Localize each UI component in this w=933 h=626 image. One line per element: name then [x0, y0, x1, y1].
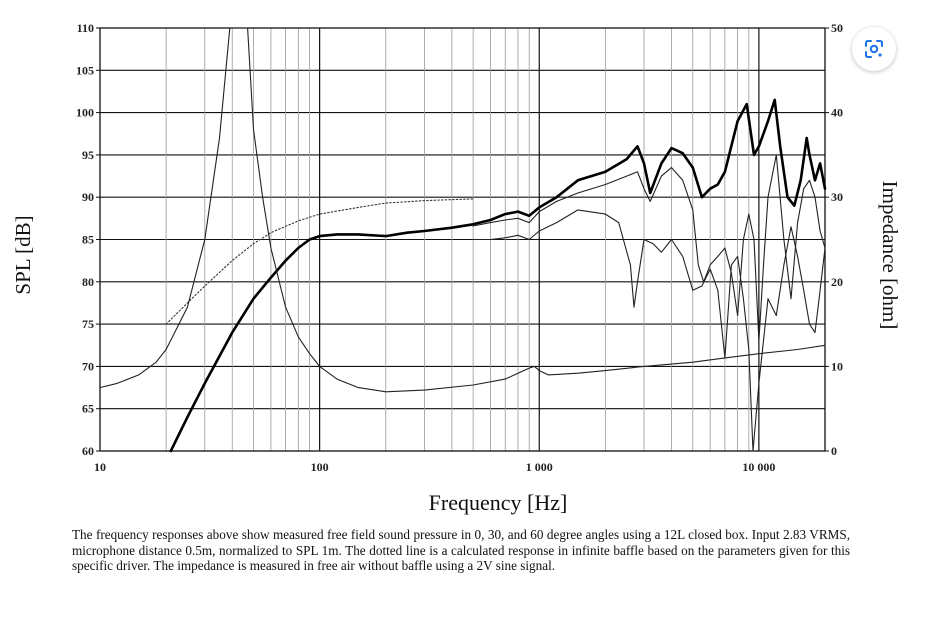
- x-tick-label: 1 000: [526, 460, 553, 474]
- y-tick-label: 105: [76, 63, 94, 77]
- y2-tick-label: 50: [831, 21, 843, 35]
- y2-tick-label: 20: [831, 275, 843, 289]
- y-tick-label: 90: [82, 190, 94, 204]
- y-axis-title: SPL [dB]: [11, 215, 35, 294]
- y-tick-label: 70: [82, 359, 94, 373]
- y2-tick-label: 0: [831, 444, 837, 458]
- y-tick-label: 80: [82, 275, 94, 289]
- y-axis-ticks: 60 65 70 75 80 85 90 95 100 105 110: [76, 21, 100, 458]
- x-axis-ticks: 10 100 1 000 10 000: [94, 460, 775, 474]
- x-tick-label: 100: [311, 460, 329, 474]
- frequency-response-chart: 60 65 70 75 80 85 90 95 100 105 110 0 10 20 30 40 50 10…: [11, 21, 902, 515]
- x-tick-label: 10 000: [742, 460, 775, 474]
- series-layer: [99, 27, 827, 453]
- series-line-2: [472, 154, 826, 342]
- series-line-3: [472, 209, 826, 452]
- y-tick-label: 110: [77, 21, 94, 35]
- x-axis-title: Frequency [Hz]: [429, 490, 568, 515]
- y2-axis-title: Impedance [ohm]: [878, 181, 902, 330]
- series-line-1: [169, 98, 827, 453]
- y2-tick-label: 40: [831, 106, 843, 120]
- series-line-5: [99, 27, 826, 393]
- y-tick-label: 95: [82, 148, 94, 162]
- y-tick-label: 75: [82, 317, 94, 331]
- y-tick-label: 85: [82, 233, 94, 247]
- y-tick-label: 65: [82, 402, 94, 416]
- lens-search-button[interactable]: [852, 27, 896, 71]
- y-tick-label: 100: [76, 106, 94, 120]
- y2-axis-ticks: 0 10 20 30 40 50: [825, 21, 843, 458]
- chart-caption: The frequency responses above show measu…: [72, 527, 850, 574]
- y-tick-label: 60: [82, 444, 94, 458]
- lens-icon: [865, 40, 883, 58]
- y2-tick-label: 30: [831, 190, 843, 204]
- y2-tick-label: 10: [831, 359, 843, 373]
- x-tick-label: 10: [94, 460, 106, 474]
